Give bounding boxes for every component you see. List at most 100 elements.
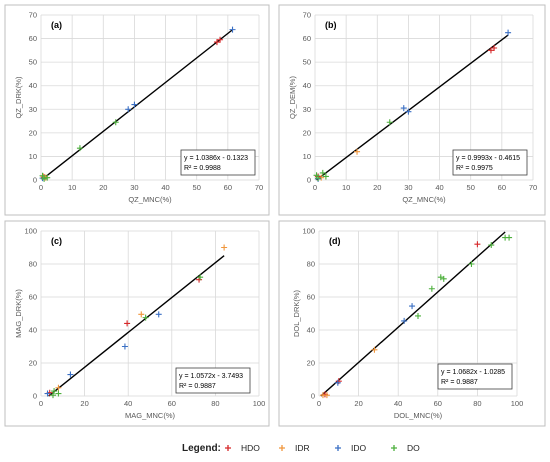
x-tick-label: 30 bbox=[404, 183, 412, 192]
data-point bbox=[386, 119, 393, 126]
equation-box bbox=[180, 149, 256, 176]
x-tick-label: 40 bbox=[435, 183, 443, 192]
y-tick-label: 40 bbox=[29, 81, 37, 90]
x-tick-label: 60 bbox=[434, 399, 442, 408]
panel-frame bbox=[4, 220, 270, 427]
trendline bbox=[320, 231, 506, 397]
x-tick-label: 40 bbox=[394, 399, 402, 408]
y-tick-label: 0 bbox=[307, 176, 311, 185]
chart-panel: 0 20 40 60 80 100 0 20 40 60 80 100 MAG_MNC(%) MAG_DR… bbox=[4, 220, 270, 427]
series-idr bbox=[319, 346, 378, 399]
series-do bbox=[39, 119, 119, 182]
y-tick-label: 0 bbox=[311, 392, 315, 401]
y-tick-label: 40 bbox=[29, 326, 37, 335]
legend-label: IDR bbox=[295, 443, 310, 453]
x-tick-label: 60 bbox=[498, 183, 506, 192]
data-point bbox=[474, 241, 481, 248]
data-point bbox=[124, 320, 131, 327]
data-point bbox=[505, 29, 512, 36]
data-point bbox=[213, 39, 220, 46]
legend: Legend: HDO IDR IDO DO bbox=[182, 443, 420, 454]
trendline-equation: y = 1.0682x - 1.0285 bbox=[441, 369, 505, 376]
y-tick-label: 0 bbox=[33, 176, 37, 185]
x-tick-label: 0 bbox=[39, 399, 43, 408]
panel-label: (c) bbox=[51, 236, 62, 246]
y-tick-label: 40 bbox=[307, 326, 315, 335]
equation-box bbox=[437, 363, 513, 390]
data-point bbox=[400, 105, 407, 112]
y-tick-label: 20 bbox=[307, 359, 315, 368]
y-tick-label: 60 bbox=[29, 293, 37, 302]
y-tick-label: 80 bbox=[307, 260, 315, 269]
legend-items: HDO IDR IDO DO bbox=[225, 443, 420, 453]
y-axis-title: DOL_DRK(%) bbox=[292, 289, 301, 337]
x-tick-label: 40 bbox=[161, 183, 169, 192]
data-point bbox=[142, 314, 149, 321]
series-do bbox=[415, 234, 513, 319]
data-point bbox=[401, 317, 408, 324]
y-tick-label: 60 bbox=[303, 34, 311, 43]
trendline-equation: y = 1.0386x - 0.1323 bbox=[184, 155, 248, 162]
y-tick-label: 20 bbox=[29, 359, 37, 368]
data-point bbox=[371, 346, 378, 353]
chart-panel: 0 20 40 60 80 100 0 20 40 60 80 100 DOL_MNC(%) DOL_DR… bbox=[278, 220, 546, 427]
series-idr bbox=[55, 244, 228, 391]
legend-marker bbox=[391, 445, 397, 451]
y-tick-label: 20 bbox=[29, 128, 37, 137]
data-point bbox=[488, 242, 495, 249]
y-tick-label: 100 bbox=[302, 227, 315, 236]
legend-title: Legend: bbox=[182, 443, 221, 454]
data-point bbox=[131, 101, 138, 108]
x-tick-label: 20 bbox=[80, 399, 88, 408]
data-point bbox=[41, 175, 48, 182]
panel-label: (d) bbox=[329, 236, 341, 246]
series-do bbox=[313, 119, 393, 182]
y-tick-label: 70 bbox=[29, 11, 37, 20]
trendline bbox=[42, 29, 233, 180]
legend-label: IDO bbox=[351, 443, 367, 453]
data-point bbox=[354, 148, 361, 155]
data-point bbox=[51, 388, 58, 395]
panels: 0 10 20 30 40 50 60 70 0 10 20 30 40 50 60 70 QZ_MNC(%) Q… bbox=[4, 4, 546, 427]
chart-panel: 0 10 20 30 40 50 60 70 0 10 20 30 40 50 60 70 QZ_MNC(%) Q… bbox=[278, 4, 546, 216]
x-tick-label: 70 bbox=[529, 183, 537, 192]
y-tick-label: 70 bbox=[303, 11, 311, 20]
data-point bbox=[221, 244, 228, 251]
series-do bbox=[49, 274, 204, 399]
y-tick-label: 0 bbox=[33, 392, 37, 401]
y-tick-label: 60 bbox=[307, 293, 315, 302]
data-point bbox=[55, 390, 62, 397]
data-point bbox=[55, 384, 62, 391]
x-tick-label: 30 bbox=[130, 183, 138, 192]
data-point bbox=[76, 145, 83, 152]
x-tick-label: 100 bbox=[253, 399, 266, 408]
x-tick-label: 80 bbox=[211, 399, 219, 408]
panel-frame bbox=[278, 220, 546, 427]
y-tick-label: 10 bbox=[303, 152, 311, 161]
legend-marker bbox=[225, 445, 231, 451]
data-point bbox=[67, 371, 74, 378]
r-squared: R² = 0.9887 bbox=[441, 379, 478, 386]
data-point bbox=[125, 106, 132, 113]
y-axis-title: MAG_DRK(%) bbox=[14, 289, 23, 338]
data-point bbox=[440, 275, 447, 282]
y-tick-label: 100 bbox=[24, 227, 37, 236]
y-tick-label: 30 bbox=[29, 105, 37, 114]
data-point bbox=[319, 169, 326, 176]
r-squared: R² = 0.9887 bbox=[179, 383, 216, 390]
chart-panel: 0 10 20 30 40 50 60 70 0 10 20 30 40 50 60 70 QZ_MNC(%) Q… bbox=[4, 4, 270, 216]
x-tick-label: 70 bbox=[255, 183, 263, 192]
x-tick-label: 0 bbox=[313, 183, 317, 192]
x-axis-title: MAG_MNC(%) bbox=[125, 411, 176, 420]
data-point bbox=[155, 311, 162, 318]
data-point bbox=[428, 285, 435, 292]
data-point bbox=[112, 119, 119, 126]
trendline-equation: y = 0.9993x - 0.4615 bbox=[456, 155, 520, 162]
y-axis-title: QZ_DRK(%) bbox=[14, 76, 23, 119]
trendline bbox=[48, 255, 225, 397]
data-point bbox=[487, 47, 494, 54]
x-tick-label: 0 bbox=[317, 399, 321, 408]
x-axis-title: QZ_MNC(%) bbox=[402, 195, 446, 204]
data-point bbox=[229, 26, 236, 33]
data-point bbox=[409, 303, 416, 310]
